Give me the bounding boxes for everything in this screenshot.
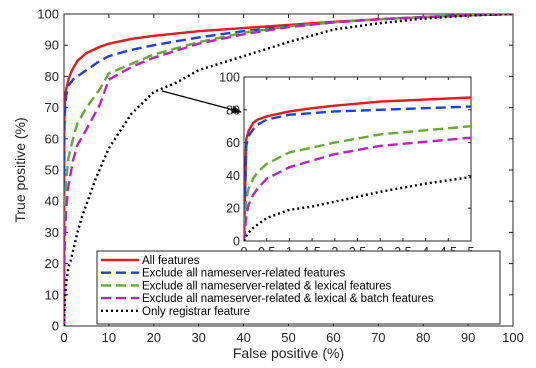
x-tick-label: 50 bbox=[281, 330, 295, 345]
legend-label-2: Exclude all nameserver-related features bbox=[142, 268, 346, 280]
y-tick-label: 30 bbox=[45, 225, 59, 240]
inset-y-tick-label: 20 bbox=[226, 202, 240, 216]
x-tick-label: 40 bbox=[236, 330, 250, 345]
inset-y-tick-label: 60 bbox=[226, 136, 240, 150]
inset-y-tick-label: 100 bbox=[219, 71, 240, 85]
y-tick-label: 40 bbox=[45, 194, 59, 209]
legend-label-3: Exclude all nameserver-related & lexical… bbox=[142, 280, 392, 292]
y-tick-label: 90 bbox=[45, 38, 59, 53]
y-tick-label: 80 bbox=[45, 69, 59, 84]
inset-y-tick-label: 40 bbox=[226, 169, 240, 183]
y-tick-label: 60 bbox=[45, 131, 59, 146]
inset-y-tick-label: 0 bbox=[233, 235, 240, 249]
legend-label-1: All features bbox=[142, 255, 200, 267]
x-tick-label: 10 bbox=[102, 330, 116, 345]
legend-label-5: Only registrar feature bbox=[142, 306, 250, 318]
y-axis-label: True positive (%) bbox=[12, 117, 28, 222]
x-tick-label: 60 bbox=[326, 330, 340, 345]
x-tick-label: 100 bbox=[502, 330, 524, 345]
y-tick-label: 70 bbox=[45, 100, 59, 115]
x-tick-label: 80 bbox=[416, 330, 430, 345]
legend-label-4: Exclude all nameserver-related & lexical… bbox=[142, 293, 434, 305]
inset-y-tick-label: 80 bbox=[226, 103, 240, 117]
y-tick-label: 100 bbox=[37, 7, 59, 22]
y-tick-label: 0 bbox=[52, 319, 59, 334]
y-tick-label: 50 bbox=[45, 163, 59, 178]
x-tick-label: 0 bbox=[60, 330, 67, 345]
x-tick-label: 70 bbox=[371, 330, 385, 345]
x-tick-label: 20 bbox=[147, 330, 161, 345]
x-tick-label: 30 bbox=[191, 330, 205, 345]
y-tick-label: 20 bbox=[45, 256, 59, 271]
x-axis-label: False positive (%) bbox=[233, 345, 344, 361]
x-tick-label: 90 bbox=[461, 330, 475, 345]
y-tick-label: 10 bbox=[45, 287, 59, 302]
